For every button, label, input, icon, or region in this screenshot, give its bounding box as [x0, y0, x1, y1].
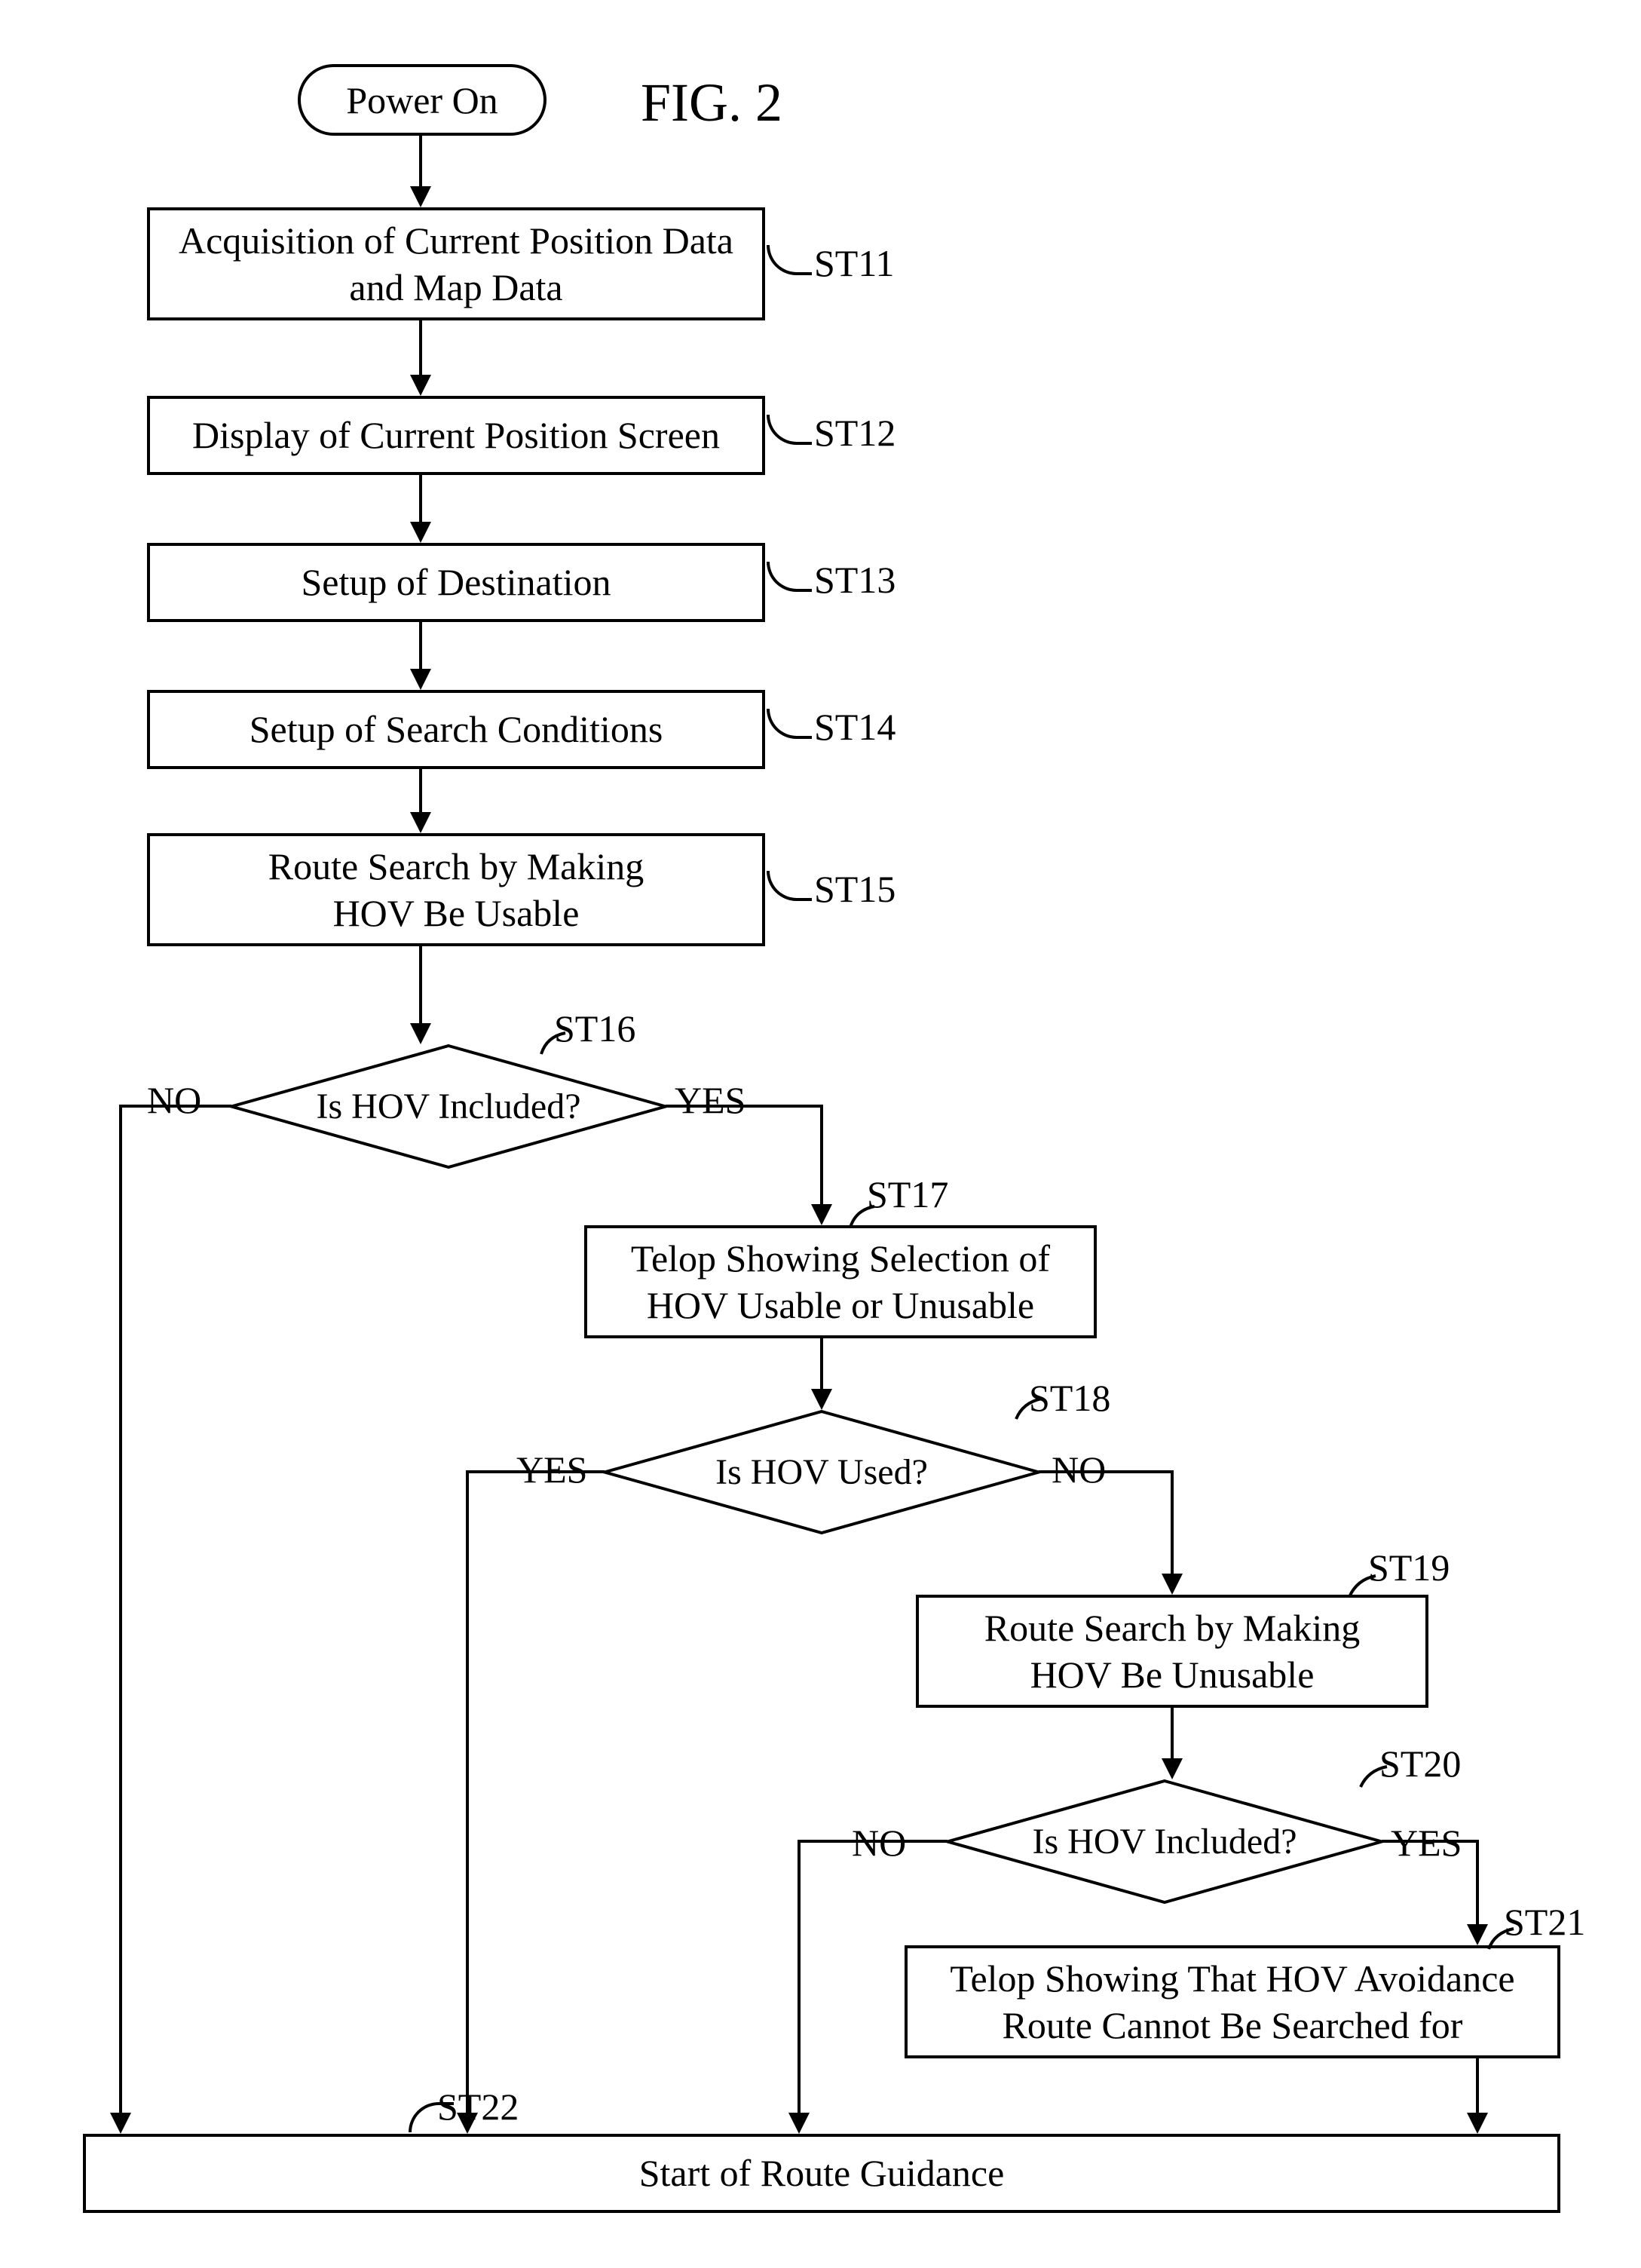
- arrowhead-icon: [1162, 1758, 1183, 1779]
- flow-edge: [1476, 1840, 1479, 1927]
- decision-st18: Is HOV Used?: [603, 1410, 1040, 1534]
- step-tag-st21: ST21: [1504, 1900, 1585, 1944]
- flow-edge: [1171, 1708, 1174, 1761]
- arrowhead-icon: [457, 2113, 478, 2134]
- flow-edge: [119, 1105, 122, 2116]
- leader-line: [767, 562, 812, 592]
- branch-label: NO: [147, 1078, 201, 1122]
- flow-edge: [1171, 1470, 1174, 1577]
- step-tag-st13: ST13: [814, 558, 896, 602]
- flow-edge: [121, 1105, 231, 1108]
- process-st17: Telop Showing Selection ofHOV Usable or …: [584, 1225, 1097, 1338]
- process-st14: Setup of Search Conditions: [147, 690, 765, 769]
- arrowhead-icon: [410, 522, 431, 543]
- flow-edge: [1476, 2058, 1479, 2116]
- process-st12: Display of Current Position Screen: [147, 396, 765, 475]
- arrowhead-icon: [410, 375, 431, 396]
- flow-edge: [820, 1338, 823, 1392]
- flow-edge: [419, 320, 422, 378]
- arrowhead-icon: [1467, 2113, 1488, 2134]
- step-tag-st18: ST18: [1029, 1376, 1110, 1420]
- decision-label: Is HOV Included?: [230, 1044, 667, 1169]
- branch-label: NO: [852, 1821, 906, 1865]
- step-tag-st11: ST11: [814, 241, 895, 285]
- decision-label: Is HOV Included?: [946, 1779, 1383, 1904]
- flow-edge: [1039, 1470, 1174, 1473]
- branch-label: YES: [675, 1078, 745, 1122]
- arrowhead-icon: [1162, 1574, 1183, 1595]
- process-st22: Start of Route Guidance: [83, 2134, 1560, 2213]
- process-st19: Route Search by MakingHOV Be Unusable: [916, 1595, 1428, 1708]
- flow-edge: [666, 1105, 823, 1108]
- flow-edge: [820, 1105, 823, 1207]
- process-st21: Telop Showing That HOV AvoidanceRoute Ca…: [905, 1945, 1560, 2058]
- figure-title: FIG. 2: [641, 72, 782, 134]
- step-tag-st16: ST16: [554, 1007, 635, 1050]
- flow-edge: [419, 946, 422, 1026]
- step-tag-st15: ST15: [814, 867, 896, 911]
- leader-line: [767, 245, 812, 275]
- branch-label: YES: [1391, 1821, 1462, 1865]
- flow-edge: [799, 1840, 948, 1843]
- flow-edge: [467, 1470, 605, 1473]
- branch-label: NO: [1052, 1448, 1106, 1491]
- flow-edge: [419, 136, 422, 189]
- step-tag-st12: ST12: [814, 411, 896, 455]
- decision-label: Is HOV Used?: [603, 1410, 1040, 1534]
- step-tag-st19: ST19: [1368, 1546, 1450, 1589]
- arrowhead-icon: [410, 669, 431, 690]
- leader-line: [409, 2102, 454, 2132]
- decision-st16: Is HOV Included?: [230, 1044, 667, 1169]
- flow-edge: [419, 769, 422, 815]
- arrowhead-icon: [410, 1023, 431, 1044]
- leader-line: [767, 871, 812, 901]
- process-st11: Acquisition of Current Position Dataand …: [147, 207, 765, 320]
- arrowhead-icon: [788, 2113, 810, 2134]
- flow-edge: [798, 1840, 801, 2116]
- step-tag-st14: ST14: [814, 705, 896, 749]
- process-st15: Route Search by MakingHOV Be Usable: [147, 833, 765, 946]
- leader-line: [767, 415, 812, 445]
- arrowhead-icon: [811, 1204, 832, 1225]
- arrowhead-icon: [410, 186, 431, 207]
- arrowhead-icon: [410, 812, 431, 833]
- arrowhead-icon: [1467, 1924, 1488, 1945]
- arrowhead-icon: [110, 2113, 131, 2134]
- flow-edge: [419, 622, 422, 672]
- decision-st20: Is HOV Included?: [946, 1779, 1383, 1904]
- flow-edge: [466, 1470, 469, 2116]
- step-tag-st17: ST17: [867, 1172, 948, 1216]
- arrowhead-icon: [811, 1389, 832, 1410]
- leader-line: [767, 709, 812, 739]
- branch-label: YES: [516, 1448, 587, 1491]
- step-tag-st20: ST20: [1379, 1742, 1461, 1785]
- process-st13: Setup of Destination: [147, 543, 765, 622]
- flow-edge: [1382, 1840, 1479, 1843]
- flow-edge: [419, 475, 422, 525]
- terminator-start: Power On: [298, 64, 546, 136]
